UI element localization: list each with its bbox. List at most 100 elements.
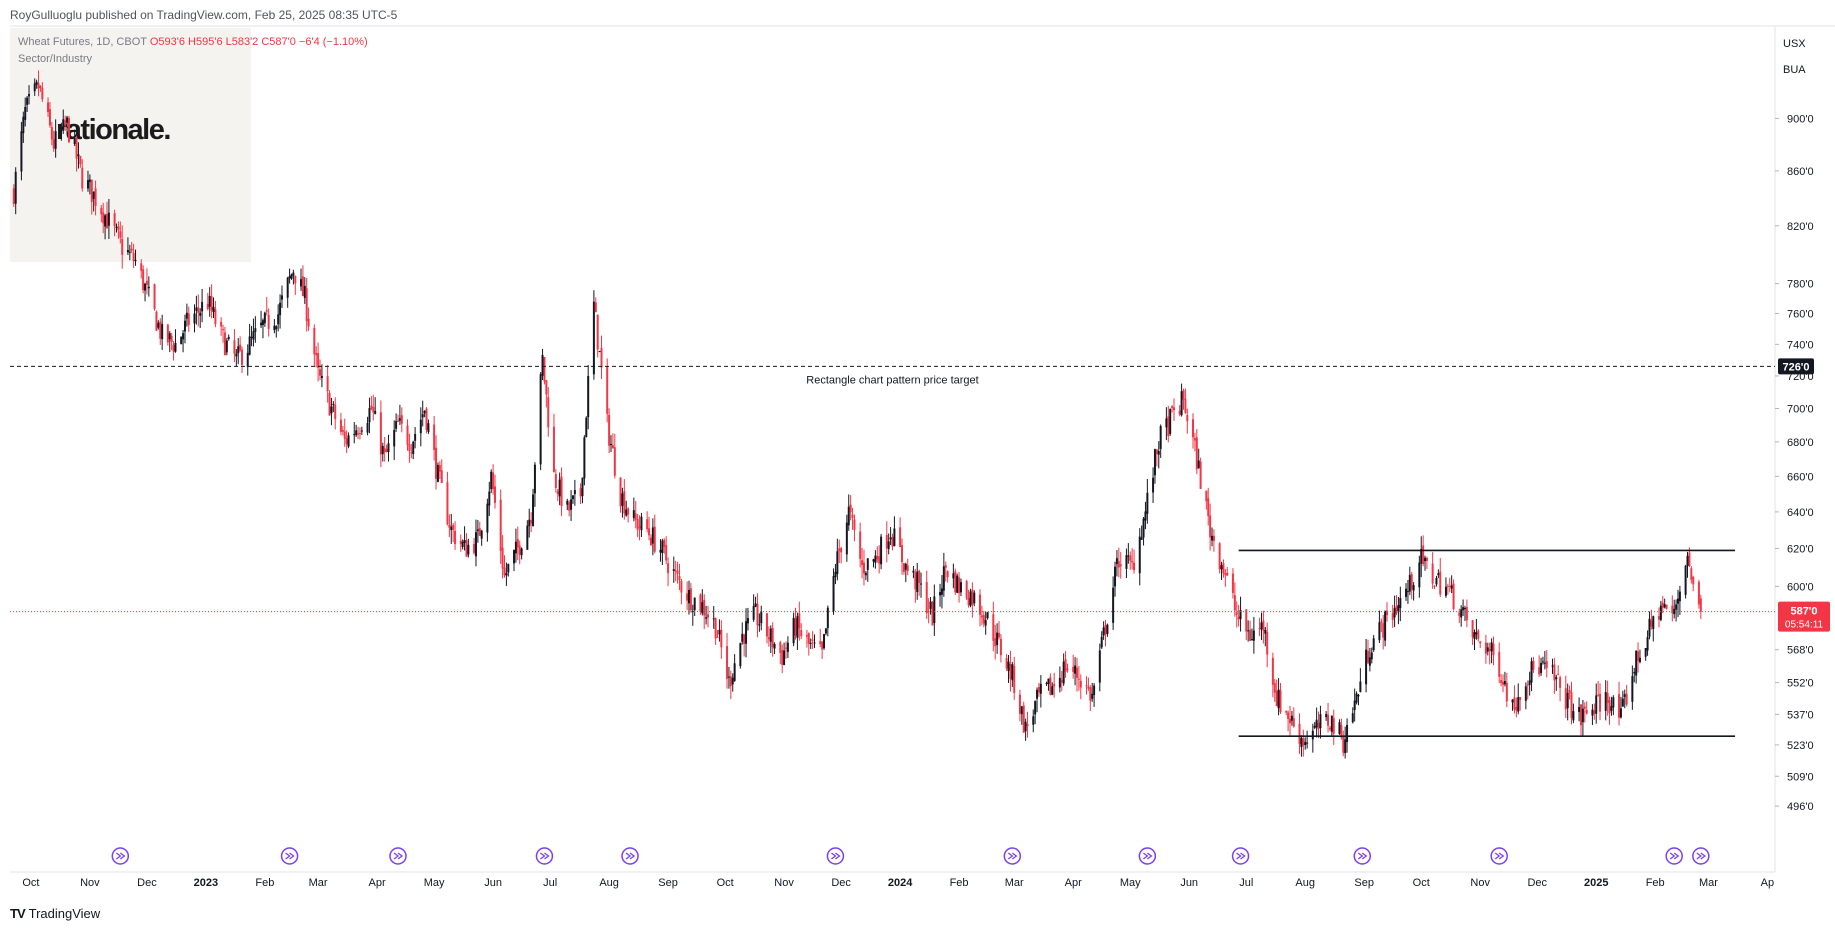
event-marker-chevrons (1357, 852, 1368, 860)
candle-body (819, 641, 822, 645)
chart-overlays: Rectangle chart pattern price target (10, 365, 1775, 737)
candle-body (965, 581, 968, 599)
event-marker-icon (389, 847, 407, 865)
event-marker-chevrons (115, 852, 126, 860)
price-axis[interactable]: 900'0860'0820'0780'0760'0740'0720'0700'0… (1775, 113, 1830, 813)
candle-body (1290, 715, 1293, 721)
candle-body (100, 207, 103, 215)
candle-body (396, 420, 399, 422)
candle-body (1697, 581, 1700, 605)
candle-body (436, 464, 439, 482)
candle-body (944, 565, 947, 568)
candle-body (88, 179, 91, 183)
candle-body (180, 336, 183, 345)
candle-body (693, 597, 696, 611)
candle-body (1142, 518, 1145, 538)
candle-body (39, 85, 42, 88)
candle-body (241, 349, 244, 365)
candle-body (339, 419, 342, 432)
candle-body (596, 314, 599, 350)
candle-body (946, 571, 949, 578)
candle-body (102, 212, 105, 224)
candle-body (170, 335, 173, 342)
candle-body (1250, 639, 1253, 641)
candle-body (1384, 610, 1387, 641)
candle-body (166, 324, 169, 343)
candle-body (1340, 725, 1343, 738)
candle-body (1005, 658, 1008, 669)
candle-body (914, 572, 917, 590)
candle-body (421, 414, 424, 418)
candle-body (1252, 630, 1255, 641)
publisher-bar: RoyGulluoglu published on TradingView.co… (0, 0, 1835, 26)
candle-body (1317, 722, 1320, 730)
candle-body (1580, 704, 1583, 726)
candle-body (1013, 665, 1016, 694)
candle-body (1541, 661, 1544, 663)
candle-body (1264, 629, 1267, 634)
event-marker-chevrons (831, 852, 841, 860)
candle-body (1133, 562, 1136, 571)
candle-body (794, 618, 797, 636)
candle-body (94, 188, 97, 206)
candle-body (1625, 693, 1628, 705)
candle-body (1178, 410, 1181, 415)
candle-body (254, 328, 257, 332)
candle-body (1180, 391, 1183, 416)
candle-body (1207, 498, 1210, 517)
currency-label[interactable]: USX (1783, 38, 1806, 50)
candle-body (252, 331, 255, 340)
candle-body (1684, 565, 1687, 595)
candle-body (971, 589, 974, 605)
candle-body (1448, 585, 1451, 587)
time-axis-label: Mar (1005, 877, 1024, 889)
candle-body (66, 117, 69, 123)
candle-body (653, 526, 656, 552)
candle-body (1049, 677, 1052, 695)
candle-body (687, 589, 690, 604)
candle-body (703, 599, 706, 616)
unit-label[interactable]: BUA (1783, 64, 1806, 76)
candle-body (571, 495, 574, 500)
symbol-legend[interactable]: Wheat Futures, 1D, CBOT O593'6 H595'6 L5… (18, 36, 368, 48)
candle-body (301, 276, 304, 296)
time-axis-label: Feb (1646, 877, 1665, 889)
candle-body (1351, 713, 1354, 723)
candle-body (1623, 694, 1626, 697)
candle-body (859, 531, 862, 559)
candle-body (41, 87, 44, 100)
price-target-tag (1778, 358, 1814, 375)
candle-body (680, 580, 683, 593)
candle-body (942, 566, 945, 591)
time-axis[interactable]: Oct Nov Dec 2023 Feb Mar Apr May Jun Jul Aug Sep Oct… (22, 877, 1774, 889)
candle-body (454, 530, 457, 545)
candle-body (488, 491, 491, 506)
event-marker-chevrons (1669, 852, 1680, 860)
candle-body (1399, 598, 1402, 609)
event-marker-icon (111, 847, 130, 865)
candle-body (1074, 665, 1077, 674)
candle-body (37, 83, 40, 89)
candle-body (250, 336, 253, 338)
candle-body (659, 549, 662, 553)
candle-body (541, 354, 544, 376)
time-axis-label: Jun (1180, 877, 1198, 889)
candle-body (1460, 609, 1463, 618)
candle-body (606, 366, 609, 414)
candle-body (940, 588, 943, 595)
event-marker-chevrons (625, 852, 636, 860)
candle-body (1618, 694, 1621, 718)
candle-body (821, 641, 824, 650)
candle-body (86, 180, 89, 189)
candle-body (771, 628, 774, 648)
candle-body (610, 443, 613, 446)
candle-body (90, 179, 93, 202)
candle-body (1431, 563, 1434, 584)
event-marker-icon (1003, 847, 1022, 865)
candle-body (796, 616, 799, 638)
candle-body (1247, 630, 1250, 632)
candle-body (1422, 545, 1425, 565)
candle-body (1462, 607, 1465, 611)
candle-body (758, 624, 761, 626)
